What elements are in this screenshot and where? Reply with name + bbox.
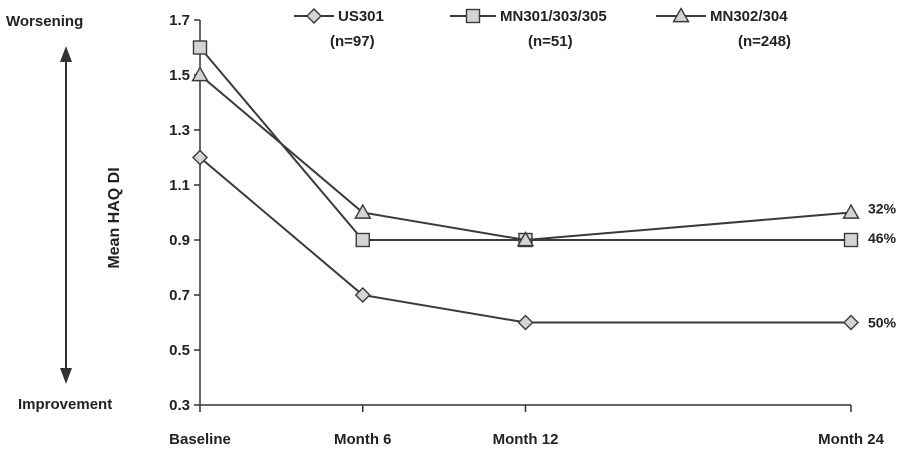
y-tick-label: 1.7	[169, 12, 190, 29]
legend-marker	[465, 8, 481, 24]
y-tick-label: 1.5	[169, 67, 190, 84]
x-tick-label: Baseline	[169, 431, 231, 448]
x-tick-label: Month 24	[818, 431, 884, 448]
series-diamond	[192, 149, 859, 331]
legend-n-label: (n=51)	[528, 33, 573, 50]
arrow-head-down	[60, 368, 72, 384]
end-label-triangle: 32%	[868, 201, 897, 217]
legend-item-triangle: MN302/304 (n=248)	[656, 7, 791, 50]
end-label-diamond: 50%	[868, 315, 897, 331]
series-line	[199, 74, 852, 242]
data-point	[354, 287, 371, 303]
data-point	[192, 40, 208, 55]
y-tick-label: 0.7	[169, 287, 190, 304]
data-point	[354, 203, 372, 219]
series-triangle	[191, 66, 860, 247]
series-line	[199, 156, 851, 324]
series-layer	[191, 40, 860, 331]
worsening-label: Worsening	[6, 13, 83, 30]
axes: 0.3 0.5 0.7 0.9 1.1 1.3 1.5 1.7 Baseline Month 6 M…	[106, 12, 885, 448]
legend-item-diamond: US301 (n=97)	[294, 8, 384, 50]
legend-label: US301	[338, 8, 384, 25]
y-tick-label: 0.3	[169, 397, 190, 414]
data-point	[191, 66, 209, 82]
legend-marker	[306, 8, 322, 24]
data-point	[516, 231, 535, 247]
data-point	[355, 232, 370, 248]
legend-marker	[672, 7, 690, 23]
improvement-label: Improvement	[18, 396, 112, 413]
legend-label: MN301/303/305	[500, 8, 607, 25]
series-square	[192, 40, 859, 248]
legend: US301 (n=97) MN301/303/305 (n=51) MN302/304 (…	[294, 7, 791, 50]
labels-layer: Worsening Improvement 50% 46% 32%	[6, 13, 897, 413]
y-tick-label: 0.9	[169, 232, 190, 249]
y-tick-label: 1.1	[169, 177, 190, 194]
y-axis-title: Mean HAQ DI	[106, 167, 123, 268]
x-tick-label: Month 12	[493, 431, 559, 448]
end-label-square: 46%	[868, 230, 897, 246]
legend-n-label: (n=248)	[738, 33, 791, 50]
y-tick-label: 0.5	[169, 342, 190, 359]
legend-label: MN302/304	[710, 8, 788, 25]
data-point	[843, 232, 859, 248]
direction-arrow	[60, 46, 72, 384]
legend-n-label: (n=97)	[330, 33, 375, 50]
data-point	[192, 149, 208, 166]
x-tick-label: Month 6	[334, 431, 392, 448]
series-line	[199, 46, 851, 241]
data-point	[843, 314, 859, 331]
arrow-head-up	[60, 46, 72, 62]
data-point	[517, 314, 534, 331]
y-tick-label: 1.3	[169, 122, 190, 139]
data-point	[842, 203, 860, 219]
legend-item-square: MN301/303/305 (n=51)	[450, 8, 607, 50]
